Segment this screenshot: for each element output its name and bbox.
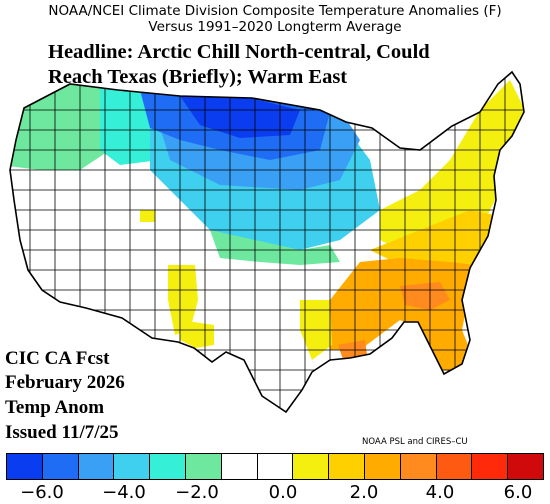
colorbar-bin	[436, 454, 473, 479]
headline-line1: Headline: Arctic Chill North-central, Co…	[48, 41, 430, 63]
colorbar-tick-label: 6.0	[503, 482, 533, 503]
forecast-label-line4: Issued 11/7/25	[5, 422, 119, 443]
colorbar-tick-label: 4.0	[425, 482, 455, 503]
colorbar-bin	[293, 454, 330, 479]
colorbar-bin	[114, 454, 151, 479]
headline-line2: Reach Texas (Briefly); Warm East	[48, 66, 348, 88]
region-mid-atlantic	[370, 210, 495, 270]
data-credit: NOAA PSL and CIRES–CU	[362, 437, 468, 447]
colorbar-bin	[508, 454, 543, 479]
map-subtitle: Versus 1991–2020 Longterm Average	[148, 19, 402, 35]
colorbar-bin	[78, 454, 115, 479]
colorbar-bin	[329, 454, 365, 479]
region-carolinas-core	[400, 282, 450, 310]
forecast-label-line2: February 2026	[5, 372, 125, 393]
colorbar-tick-label: −4.0	[102, 482, 146, 503]
colorbar	[6, 453, 544, 480]
colorbar-bin	[7, 454, 43, 479]
colorbar-bin	[257, 454, 294, 479]
colorbar-bin	[400, 454, 437, 479]
us-climate-division-map	[9, 70, 525, 414]
region-texas-southwest	[180, 320, 214, 348]
region-colorado-spot	[140, 210, 155, 222]
colorbar-tick-label: −6.0	[20, 482, 64, 503]
forecast-label-line1: CIC CA Fcst	[5, 348, 110, 369]
region-northern-plains-core	[180, 96, 300, 138]
colorbar-bin	[364, 454, 401, 479]
state-boundaries	[9, 70, 525, 414]
colorbar-bin	[472, 454, 509, 479]
region-northeast	[380, 80, 524, 250]
colorbar-bin	[185, 454, 222, 479]
region-central-fringe	[210, 230, 340, 265]
colorbar-bin	[221, 454, 258, 479]
division-boundaries	[10, 72, 524, 412]
map-title: NOAA/NCEI Climate Division Composite Tem…	[48, 3, 502, 19]
colorbar-tick-label: −2.0	[175, 482, 219, 503]
colorbar-bin	[42, 454, 79, 479]
colorbar-bin	[150, 454, 186, 479]
region-texas-west	[168, 265, 198, 335]
forecast-label-line3: Temp Anom	[5, 397, 105, 418]
colorbar-tick-label: 2.0	[349, 482, 379, 503]
colorbar-tick-label: 0.0	[268, 482, 298, 503]
